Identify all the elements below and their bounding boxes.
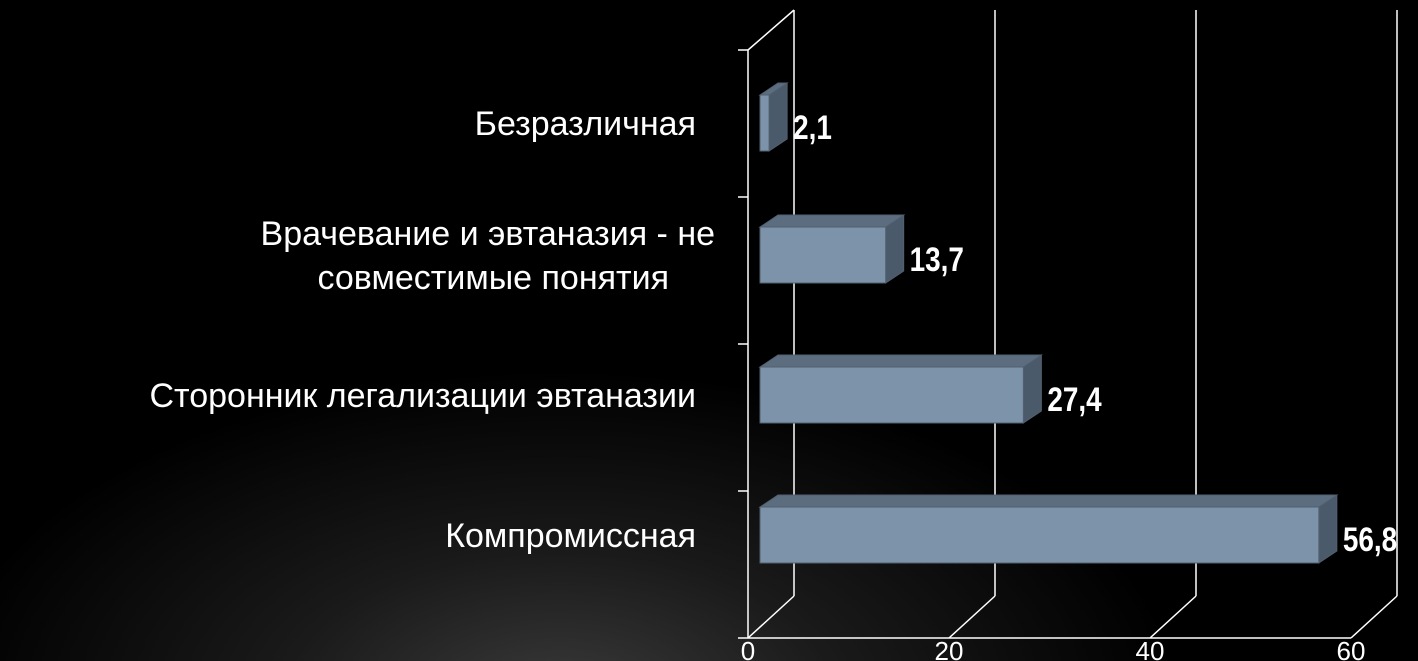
category-label-2: Сторонник легализации эвтаназии (149, 377, 696, 415)
bar-0 (759, 94, 770, 152)
data-label-3: 56,8 (1343, 520, 1397, 558)
category-label-0: Безразличная (475, 105, 696, 143)
chart-bars (758, 82, 1339, 564)
wall-top-edge (747, 9, 795, 51)
category-label-1-line-0: Врачевание и эвтаназия - не (261, 215, 715, 253)
floor-diagonal-60 (1350, 595, 1398, 639)
tick-label-60: 60 (1337, 636, 1366, 661)
bar-3 (759, 506, 1320, 564)
category-label-1-line-1: совместимые понятия (318, 259, 669, 297)
chart-labels: 0 20 40 60 2,1 Безразличная 13,7 Врачевание и э… (149, 105, 1397, 661)
bar-top-3 (758, 494, 1339, 508)
category-label-3: Компромиссная (445, 517, 696, 555)
bar-top-2 (758, 354, 1044, 368)
tick-label-20: 20 (935, 636, 964, 661)
data-label-2: 27,4 (1047, 380, 1102, 418)
tick-label-40: 40 (1136, 636, 1165, 661)
floor-diagonal-40 (1149, 595, 1197, 639)
floor-diagonal-0 (747, 595, 795, 639)
chart-axes (738, 9, 1351, 639)
floor-diagonal-20 (948, 595, 996, 639)
bar-1 (759, 226, 887, 284)
data-label-1: 13,7 (910, 240, 964, 278)
bar-top-1 (758, 214, 906, 228)
tick-label-0: 0 (741, 636, 755, 661)
data-label-0: 2,1 (793, 108, 832, 146)
bar-2 (759, 366, 1024, 424)
